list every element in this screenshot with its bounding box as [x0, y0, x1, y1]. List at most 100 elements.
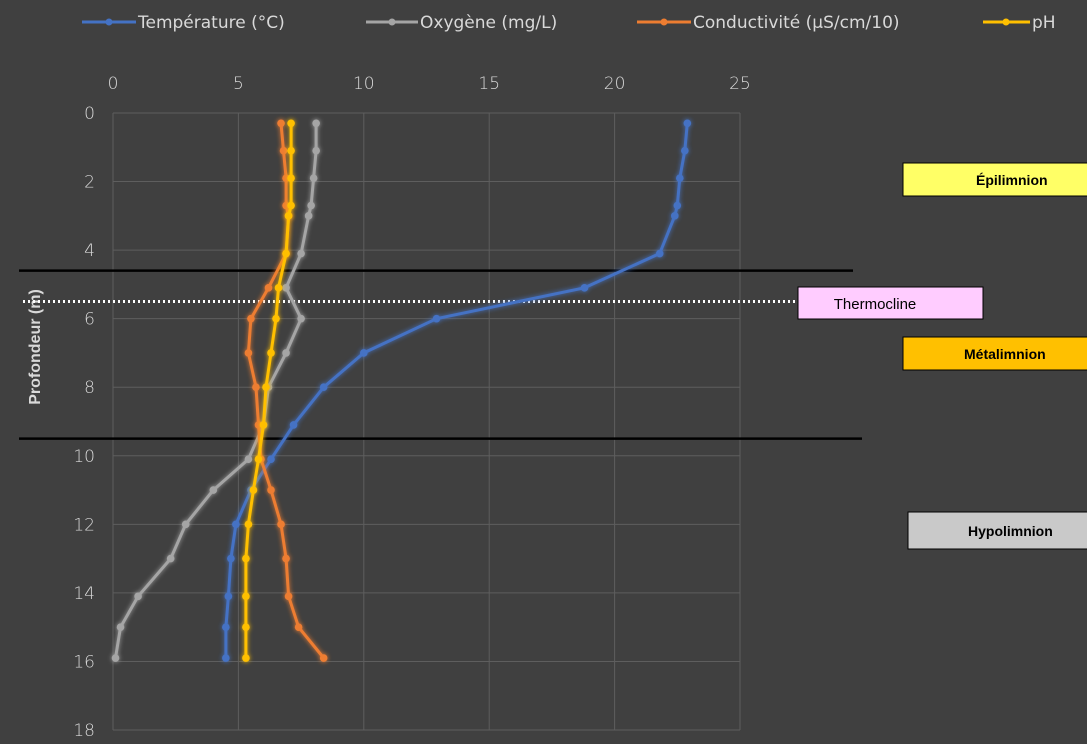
data-point-ph	[242, 554, 250, 563]
y-axis-ticks: 0 2 4 6 8 10 12 14 16 18	[73, 104, 95, 741]
data-point-temperature	[289, 421, 298, 429]
data-point-oxygen	[312, 119, 320, 128]
data-point-temperature	[655, 249, 664, 258]
data-point-ph	[242, 592, 250, 601]
data-point-oxygen	[304, 212, 313, 220]
y-tick-label: 8	[84, 378, 95, 398]
data-point-temperature	[681, 146, 689, 155]
legend-marker-oxygen	[388, 18, 396, 26]
data-point-oxygen	[297, 249, 305, 258]
data-point-temperature	[432, 314, 441, 323]
series-group	[111, 119, 692, 662]
y-tick-label: 16	[73, 652, 95, 672]
reference-lines	[19, 269, 862, 440]
data-point-ph	[259, 421, 268, 429]
data-point-oxygen	[134, 592, 142, 601]
data-point-conductivity	[279, 146, 288, 155]
legend-item-ph[interactable]: pH	[983, 13, 1056, 33]
data-point-conductivity	[319, 654, 328, 662]
data-point-temperature	[670, 212, 679, 220]
y-tick-label: 2	[84, 173, 95, 193]
data-point-oxygen	[166, 554, 175, 563]
data-point-ph	[242, 654, 250, 662]
legend-item-conductivity[interactable]: Conductivité (µS/cm/10)	[637, 13, 900, 33]
data-point-oxygen	[111, 654, 120, 662]
legend-marker-temperature	[105, 18, 113, 26]
y-tick-label: 12	[73, 515, 95, 535]
x-axis-ticks: 0 5 10 15 20 25	[108, 74, 751, 94]
data-point-conductivity	[294, 623, 303, 631]
data-point-temperature	[683, 119, 692, 128]
metalimnion-box	[902, 336, 1087, 371]
data-point-ph	[262, 383, 270, 392]
y-tick-label: 0	[84, 104, 95, 124]
x-tick-label: 5	[233, 74, 244, 94]
y-tick-label: 14	[73, 584, 95, 604]
data-point-temperature	[580, 284, 589, 292]
series-line-oxygen	[114, 123, 318, 659]
series-temperature	[222, 119, 692, 662]
y-tick-label: 4	[84, 241, 95, 261]
x-tick-label: 25	[729, 74, 751, 94]
data-point-oxygen	[209, 486, 218, 494]
y-tick-label: 6	[84, 310, 95, 330]
series-ph	[242, 119, 295, 662]
legend: Température (°C) Oxygène (mg/L) Conducti…	[82, 13, 1056, 33]
metalimnion-label: Métalimnion	[964, 346, 1046, 362]
data-point-conductivity	[244, 349, 253, 357]
thermocline-box	[797, 286, 984, 320]
data-point-oxygen	[116, 623, 125, 631]
data-point-temperature	[227, 554, 235, 563]
gridlines	[112, 112, 741, 731]
x-tick-label: 20	[604, 74, 626, 94]
series-line-conductivity	[246, 123, 325, 659]
data-point-oxygen	[282, 284, 290, 292]
hypolimnion-annotation: Hypolimnion	[907, 511, 1087, 550]
data-point-conductivity	[277, 520, 285, 529]
data-point-temperature	[360, 349, 368, 357]
hypolimnion-box	[907, 511, 1087, 550]
thermocline-label: Thermocline	[834, 296, 917, 313]
legend-label-ph: pH	[1032, 13, 1056, 33]
data-point-ph	[287, 146, 295, 155]
data-point-ph	[267, 349, 275, 357]
data-point-ph	[274, 284, 283, 292]
legend-label-oxygen: Oxygène (mg/L)	[420, 13, 557, 33]
data-point-temperature	[319, 383, 328, 392]
data-point-conductivity	[247, 314, 255, 323]
data-point-oxygen	[297, 314, 305, 323]
epilimnion-annotation: Épilimnion	[902, 162, 1087, 197]
metalimnion-annotation: Métalimnion	[902, 336, 1087, 371]
data-point-temperature	[224, 592, 233, 601]
data-point-oxygen	[307, 201, 315, 210]
data-point-conductivity	[284, 592, 293, 601]
data-point-temperature	[676, 174, 684, 182]
data-point-ph	[242, 623, 250, 631]
x-tick-label: 0	[108, 74, 119, 94]
x-tick-label: 10	[353, 74, 375, 94]
data-point-conductivity	[264, 284, 273, 292]
legend-item-oxygen[interactable]: Oxygène (mg/L)	[366, 13, 557, 33]
data-point-temperature	[267, 455, 275, 464]
y-axis-label: Profondeur (m)	[27, 289, 44, 405]
data-point-ph	[244, 520, 253, 529]
data-point-oxygen	[244, 455, 253, 464]
data-point-ph	[272, 314, 280, 323]
series-conductivity	[244, 119, 328, 662]
legend-marker-conductivity	[660, 18, 668, 26]
data-point-conductivity	[282, 554, 290, 563]
data-point-ph	[254, 455, 263, 464]
y-tick-label: 10	[73, 447, 95, 467]
data-point-temperature	[232, 520, 240, 529]
data-point-temperature	[222, 654, 230, 662]
data-point-ph	[284, 212, 293, 220]
series-line-ph	[244, 123, 293, 658]
epilimnion-label: Épilimnion	[976, 172, 1048, 188]
legend-item-temperature[interactable]: Température (°C)	[82, 13, 285, 33]
data-point-oxygen	[309, 174, 318, 182]
data-point-ph	[287, 201, 295, 210]
series-line-temperature	[224, 123, 689, 658]
legend-label-temperature: Température (°C)	[137, 13, 285, 33]
legend-label-conductivity: Conductivité (µS/cm/10)	[693, 13, 900, 33]
